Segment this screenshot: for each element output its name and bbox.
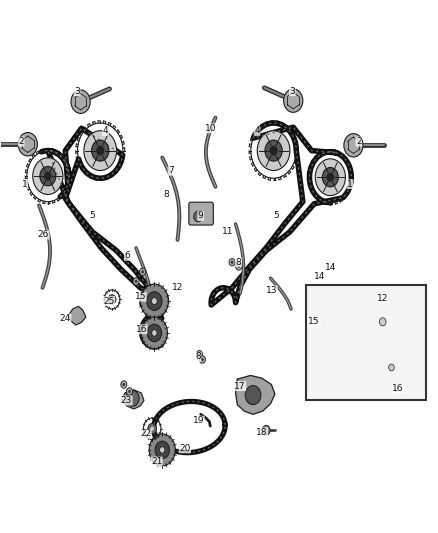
Circle shape [108,295,116,304]
Text: 6: 6 [124,252,130,260]
Circle shape [149,434,175,466]
Text: 5: 5 [273,212,279,221]
Text: 7: 7 [168,166,174,175]
Circle shape [135,280,138,283]
Text: 16: 16 [135,325,147,334]
Circle shape [133,278,139,285]
Circle shape [128,390,131,393]
Text: 1: 1 [22,180,28,189]
Circle shape [269,146,278,156]
Text: 12: 12 [172,283,183,292]
Circle shape [84,131,117,171]
Circle shape [284,89,303,112]
Text: 24: 24 [60,314,71,323]
Circle shape [147,292,162,310]
Circle shape [366,302,399,342]
Text: 3: 3 [74,86,80,95]
Text: 11: 11 [222,228,233,237]
Text: 9: 9 [198,212,204,221]
Circle shape [229,259,235,266]
FancyBboxPatch shape [306,285,426,400]
Circle shape [196,351,202,358]
Text: 14: 14 [314,272,325,281]
Circle shape [152,297,157,304]
Circle shape [237,265,240,268]
Circle shape [236,263,242,270]
Text: 17: 17 [234,382,246,391]
Circle shape [315,159,346,196]
Circle shape [198,353,201,356]
Polygon shape [236,375,275,414]
Circle shape [18,133,37,156]
Circle shape [231,261,233,264]
Circle shape [148,423,156,434]
Text: 15: 15 [134,292,146,301]
Text: 18: 18 [256,428,268,437]
Circle shape [96,146,104,156]
Text: 25: 25 [103,296,115,305]
Text: 8: 8 [195,352,201,361]
Circle shape [257,131,290,171]
Circle shape [344,134,363,157]
Text: 21: 21 [151,457,162,466]
Text: 10: 10 [205,124,216,133]
Circle shape [126,390,139,406]
Text: 4: 4 [102,126,108,135]
Text: 26: 26 [38,230,49,239]
Circle shape [384,358,399,377]
Text: 22: 22 [140,430,151,439]
Circle shape [121,381,127,388]
Circle shape [378,351,406,384]
Circle shape [159,447,165,453]
Circle shape [327,173,334,182]
Text: 8: 8 [236,258,241,266]
Circle shape [140,268,146,276]
Circle shape [141,317,167,349]
Text: 8: 8 [164,190,170,199]
Text: 19: 19 [193,416,204,425]
Text: 1: 1 [347,180,353,189]
Text: 2: 2 [18,137,24,146]
Circle shape [110,297,113,301]
Circle shape [322,167,338,187]
Text: 16: 16 [392,384,404,393]
Text: 14: 14 [325,263,336,272]
Circle shape [71,90,90,114]
Circle shape [92,140,109,161]
Circle shape [194,211,202,222]
Circle shape [152,330,157,336]
Text: 2: 2 [356,137,361,146]
Circle shape [262,425,270,435]
Text: 12: 12 [377,294,389,303]
Circle shape [141,270,144,273]
Circle shape [33,158,63,195]
Text: 5: 5 [89,212,95,221]
Circle shape [127,387,133,395]
Text: 13: 13 [265,286,277,295]
Circle shape [155,441,170,459]
Text: 23: 23 [121,396,132,405]
Circle shape [245,385,261,405]
Circle shape [141,284,168,318]
Circle shape [147,324,162,342]
Circle shape [201,358,204,361]
Circle shape [199,356,205,364]
Text: 15: 15 [308,317,320,326]
Circle shape [379,318,386,326]
Circle shape [150,426,154,431]
Text: 20: 20 [179,444,191,453]
Circle shape [123,383,125,386]
FancyBboxPatch shape [189,202,213,225]
Circle shape [389,364,394,371]
Circle shape [44,172,52,181]
Circle shape [265,140,282,161]
Circle shape [374,311,392,333]
Polygon shape [68,306,86,325]
Circle shape [40,166,56,186]
Text: 3: 3 [290,86,295,95]
Text: 4: 4 [254,126,260,135]
Polygon shape [122,390,144,409]
